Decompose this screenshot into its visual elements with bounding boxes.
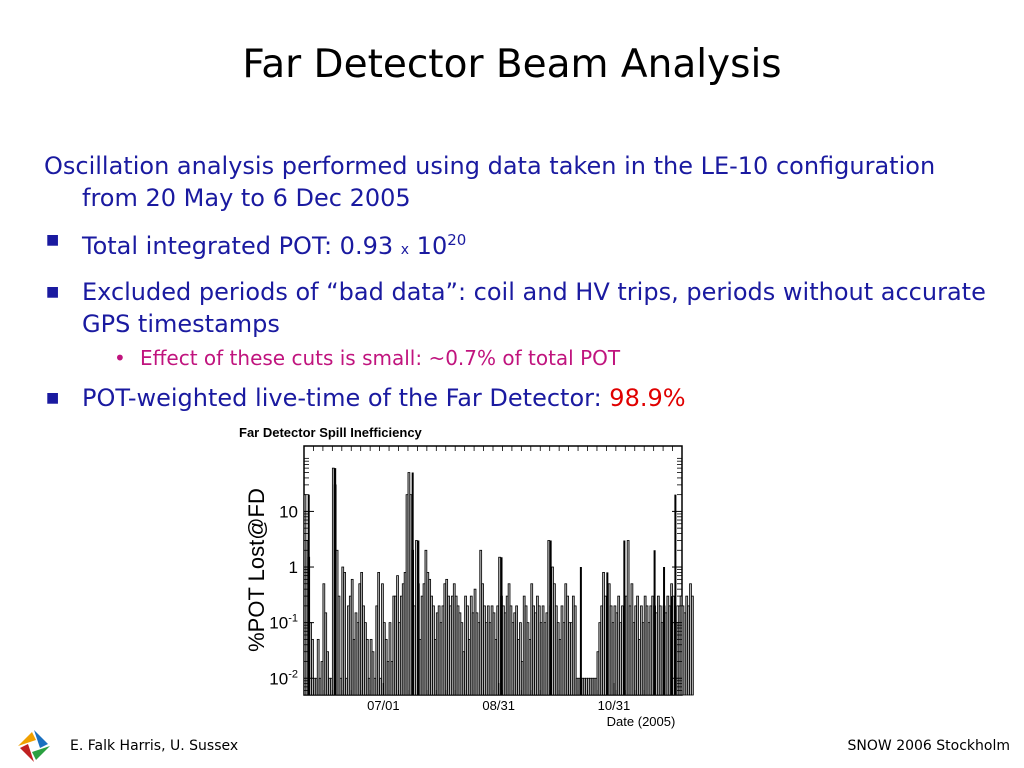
bar (326, 651, 329, 696)
y-tick-base: 1 (289, 558, 298, 577)
bar (377, 572, 381, 696)
bar (316, 638, 320, 696)
y-tick-base: 10 (269, 614, 288, 633)
bullet-dot-icon: • (114, 346, 126, 370)
bar (311, 638, 314, 696)
bar (337, 595, 341, 696)
bar (350, 578, 354, 696)
x-tick-label: 10/31 (598, 698, 631, 713)
conference-logo-icon (18, 730, 50, 762)
bullet-square-icon: ■ (46, 390, 60, 406)
livetime-text: POT-weighted live-time of the Far Detect… (82, 384, 610, 412)
y-tick-label: 10 (279, 502, 298, 521)
x-axis-label: Date (2005) (607, 714, 676, 729)
bullet-pot: ■ Total integrated POT: 0.93 x 1020 (44, 224, 994, 266)
livetime-value: 98.9% (609, 384, 686, 412)
intro-paragraph: Oscillation analysis performed using dat… (44, 152, 936, 212)
bar (371, 651, 375, 696)
bar (343, 572, 346, 696)
spike-group (307, 468, 677, 695)
pot-base: 10 (409, 232, 448, 260)
y-axis-label: %POT Lost@FD (244, 488, 269, 652)
bar (365, 638, 369, 696)
y-tick-base: 10 (269, 669, 288, 688)
y-tick-label: 1 (289, 558, 298, 577)
y-tick-label: 10-1 (269, 613, 298, 633)
times-symbol: x (400, 242, 410, 258)
bullet-livetime: ■ POT-weighted live-time of the Far Dete… (44, 382, 994, 414)
bullet-square-icon: ■ (46, 284, 60, 300)
effect-text: Effect of these cuts is small: ~0.7% of … (140, 346, 621, 370)
bar (388, 622, 392, 696)
y-tick-exponent: -1 (288, 613, 298, 625)
pot-prefix: Total integrated POT: 0.93 (82, 232, 401, 260)
footer-authors: E. Falk Harris, U. Sussex (70, 738, 239, 754)
bar (573, 605, 577, 696)
bar (691, 595, 694, 696)
bullet-square-icon: ■ (46, 232, 60, 248)
slide-body: Oscillation analysis performed using dat… (44, 150, 994, 414)
footer-event: SNOW 2006 Stockholm (847, 738, 1010, 754)
y-tick-base: 10 (279, 502, 298, 521)
slide-title: Far Detector Beam Analysis (242, 42, 782, 87)
sub-bullet-effect: • Effect of these cuts is small: ~0.7% o… (44, 344, 994, 372)
pot-exponent: 20 (447, 231, 467, 249)
y-tick-exponent: -2 (288, 668, 298, 680)
x-tick-label: 08/31 (482, 698, 515, 713)
chart-title: Far Detector Spill Inefficiency (239, 425, 422, 440)
y-tick-label: 10-2 (269, 668, 298, 688)
bar (519, 622, 522, 696)
bullet-excluded: ■ Excluded periods of “bad data”: coil a… (44, 276, 994, 340)
x-tick-group: 07/01 08/31 10/31 (303, 446, 683, 713)
x-tick-label: 07/01 (367, 698, 400, 713)
excluded-text: Excluded periods of “bad data”: coil and… (82, 278, 986, 338)
